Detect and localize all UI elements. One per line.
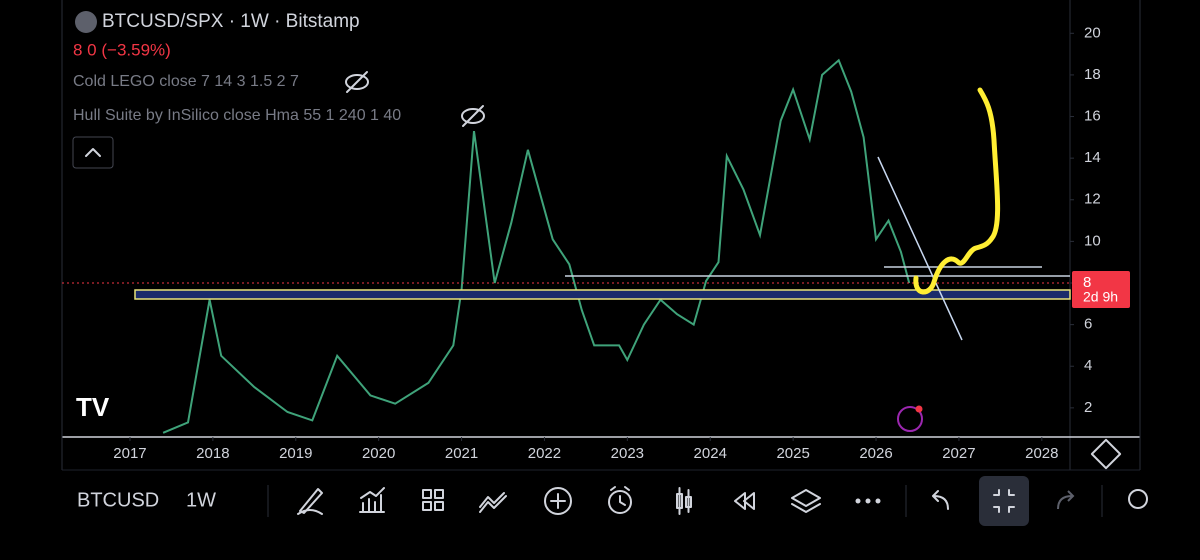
y-tick-label: 20 xyxy=(1084,24,1101,41)
x-tick-label: 2018 xyxy=(196,445,229,462)
x-tick-label: 2027 xyxy=(942,445,975,462)
symbol-title: BTCUSD/SPX · 1W · Bitstamp xyxy=(102,11,360,32)
chevron-icon xyxy=(85,148,101,157)
y-tick-label: 18 xyxy=(1084,66,1101,83)
indicator[interactable]: Cold LEGO close 7 14 3 1.5 2 7 xyxy=(73,73,299,90)
tv-logo: TV xyxy=(76,392,110,422)
price-line xyxy=(162,58,911,434)
toolbar-interval[interactable]: 1W xyxy=(186,489,216,511)
price-change: 8 0 (−3.59%) xyxy=(73,40,171,59)
x-tick-label: 2023 xyxy=(611,445,644,462)
y-tick-label: 16 xyxy=(1084,108,1101,125)
add-tool[interactable] xyxy=(544,487,572,515)
y-tick-label: 2 xyxy=(1084,399,1092,416)
toolbar-symbol[interactable]: BTCUSD xyxy=(77,489,159,511)
x-tick-label: 2017 xyxy=(113,445,146,462)
draw-tool[interactable] xyxy=(297,488,323,515)
y-tick-label: 6 xyxy=(1084,316,1092,333)
y-tick-label: 14 xyxy=(1084,149,1101,166)
redo-tool[interactable] xyxy=(1057,490,1075,510)
alert-icon[interactable] xyxy=(897,406,923,432)
alert-dot xyxy=(915,405,923,413)
x-tick-label: 2022 xyxy=(528,445,561,462)
x-tick-label: 2020 xyxy=(362,445,395,462)
undo-tool[interactable] xyxy=(932,490,949,510)
replay-tool[interactable] xyxy=(734,492,755,510)
y-tick-label: 10 xyxy=(1084,232,1101,249)
layers-tool[interactable] xyxy=(791,489,821,513)
plot xyxy=(62,58,1070,434)
fullscreen-icon xyxy=(993,489,1015,513)
alert-tool[interactable] xyxy=(608,486,632,514)
last-price-box xyxy=(1072,271,1130,309)
freehand-drawing xyxy=(913,87,1001,295)
countdown-label: 2d 9h xyxy=(1083,289,1118,305)
x-tick-label: 2025 xyxy=(776,445,809,462)
more-tool[interactable] xyxy=(855,498,881,504)
x-tick-label: 2026 xyxy=(859,445,892,462)
x-tick-label: 2019 xyxy=(279,445,312,462)
x-tick-label: 2028 xyxy=(1025,445,1058,462)
fullscreen-button[interactable] xyxy=(979,476,1029,526)
symbol-icon xyxy=(75,11,97,33)
indicator[interactable]: Hull Suite by InSilico close Hma 55 1 24… xyxy=(73,107,401,124)
indicators-tool[interactable] xyxy=(359,487,385,513)
trend-line xyxy=(877,156,963,341)
layout-tool[interactable] xyxy=(422,489,444,511)
compare-tool[interactable] xyxy=(479,492,507,513)
hide-icon[interactable] xyxy=(345,71,369,93)
y-tick-label: 4 xyxy=(1084,357,1092,374)
support-zone xyxy=(134,289,1071,300)
last-price-label: 8 xyxy=(1083,274,1091,291)
search-tool[interactable] xyxy=(1128,489,1148,509)
collapse-button[interactable] xyxy=(72,136,114,169)
x-tick-label: 2021 xyxy=(445,445,478,462)
candles-tool[interactable] xyxy=(676,487,692,515)
hide-icon[interactable] xyxy=(461,105,485,127)
y-tick-label: 12 xyxy=(1084,191,1101,208)
settings-icon[interactable] xyxy=(1090,438,1122,470)
x-tick-label: 2024 xyxy=(694,445,727,462)
